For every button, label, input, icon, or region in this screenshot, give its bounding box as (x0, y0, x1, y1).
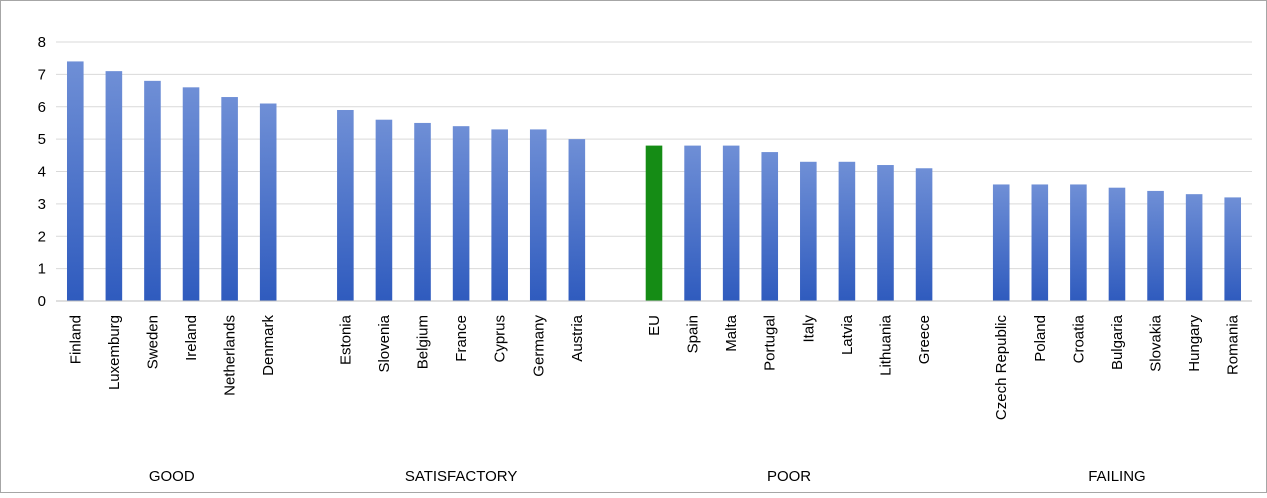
bars (66, 61, 1242, 301)
x-tick-label: Greece (916, 315, 933, 364)
bar-greece (915, 168, 933, 301)
y-tick-label: 8 (38, 34, 46, 51)
y-tick-label: 1 (38, 261, 46, 278)
group-label: GOOD (149, 468, 195, 485)
bar-malta (722, 145, 740, 301)
bar-bulgaria (1108, 187, 1126, 301)
group-label: SATISFACTORY (405, 468, 518, 485)
bar-denmark (259, 103, 277, 301)
group-label: FAILING (1088, 468, 1146, 485)
x-tick-label: Lithuania (877, 314, 894, 376)
x-tick-label: Slovenia (376, 314, 393, 372)
y-tick-label: 0 (38, 293, 46, 310)
bar-czech-republic (992, 184, 1010, 301)
y-axis-ticks: 0 1 2 3 4 5 6 7 8 (38, 34, 46, 310)
bar-poland (1031, 184, 1049, 301)
bar-belgium (414, 122, 431, 301)
bar-eu (645, 145, 663, 301)
x-tick-label: Germany (530, 315, 547, 377)
bar-estonia (337, 109, 354, 301)
x-tick-label: Cyprus (492, 315, 509, 363)
bar-austria (568, 139, 586, 301)
x-tick-label: Czech Republic (993, 315, 1010, 421)
bar-romania (1224, 197, 1242, 301)
y-tick-label: 4 (38, 164, 46, 181)
x-tick-label: Poland (1032, 315, 1049, 362)
gridlines (56, 41, 1252, 270)
bar-italy (800, 161, 817, 301)
x-tick-label: EU (646, 315, 663, 336)
x-tick-label: Italy (800, 315, 817, 343)
bar-latvia (838, 161, 856, 301)
x-tick-label: Croatia (1070, 314, 1087, 363)
bar-hungary (1185, 194, 1203, 301)
x-tick-label: Ireland (183, 315, 200, 361)
y-tick-label: 6 (38, 99, 46, 116)
bar-france (452, 126, 470, 301)
bar-croatia (1070, 184, 1087, 301)
group-labels: GOOD SATISFACTORY POOR FAILING (149, 468, 1146, 485)
bar-finland (66, 61, 84, 301)
bar-sweden (144, 80, 161, 301)
x-tick-label: Luxemburg (106, 315, 123, 390)
x-tick-label: Estonia (337, 314, 354, 365)
x-tick-label: Austria (569, 314, 586, 361)
bar-cyprus (491, 129, 508, 301)
x-tick-label: Slovakia (1148, 314, 1165, 371)
x-tick-label: France (453, 315, 470, 362)
bar-germany (529, 129, 547, 301)
x-tick-label: Finland (67, 315, 84, 364)
x-tick-label: Bulgaria (1109, 314, 1126, 370)
y-tick-label: 3 (38, 196, 46, 213)
bar-slovakia (1147, 190, 1164, 301)
x-tick-label: Sweden (144, 315, 161, 369)
bar-portugal (761, 152, 779, 301)
bar-netherlands (221, 97, 238, 301)
bar-spain (684, 145, 701, 301)
x-tick-label: Denmark (260, 315, 277, 376)
x-tick-label: Latvia (839, 314, 856, 355)
x-tick-label: Spain (685, 315, 702, 353)
x-tick-label: Malta (723, 314, 740, 351)
group-label: POOR (767, 468, 811, 485)
x-tick-label: Belgium (415, 315, 432, 369)
y-tick-label: 2 (38, 228, 46, 245)
bar-ireland (182, 87, 200, 301)
x-tick-label: Netherlands (222, 315, 239, 396)
x-axis-labels: Finland Luxemburg Sweden Ireland Netherlands… (67, 314, 1241, 420)
x-tick-label: Hungary (1186, 315, 1203, 372)
y-tick-label: 7 (38, 66, 46, 83)
bar-luxemburg (105, 71, 123, 301)
x-tick-label: Portugal (762, 315, 779, 371)
bar-slovenia (375, 119, 393, 301)
x-tick-label: Romania (1225, 314, 1242, 375)
bar-lithuania (877, 165, 894, 301)
y-tick-label: 5 (38, 131, 46, 148)
